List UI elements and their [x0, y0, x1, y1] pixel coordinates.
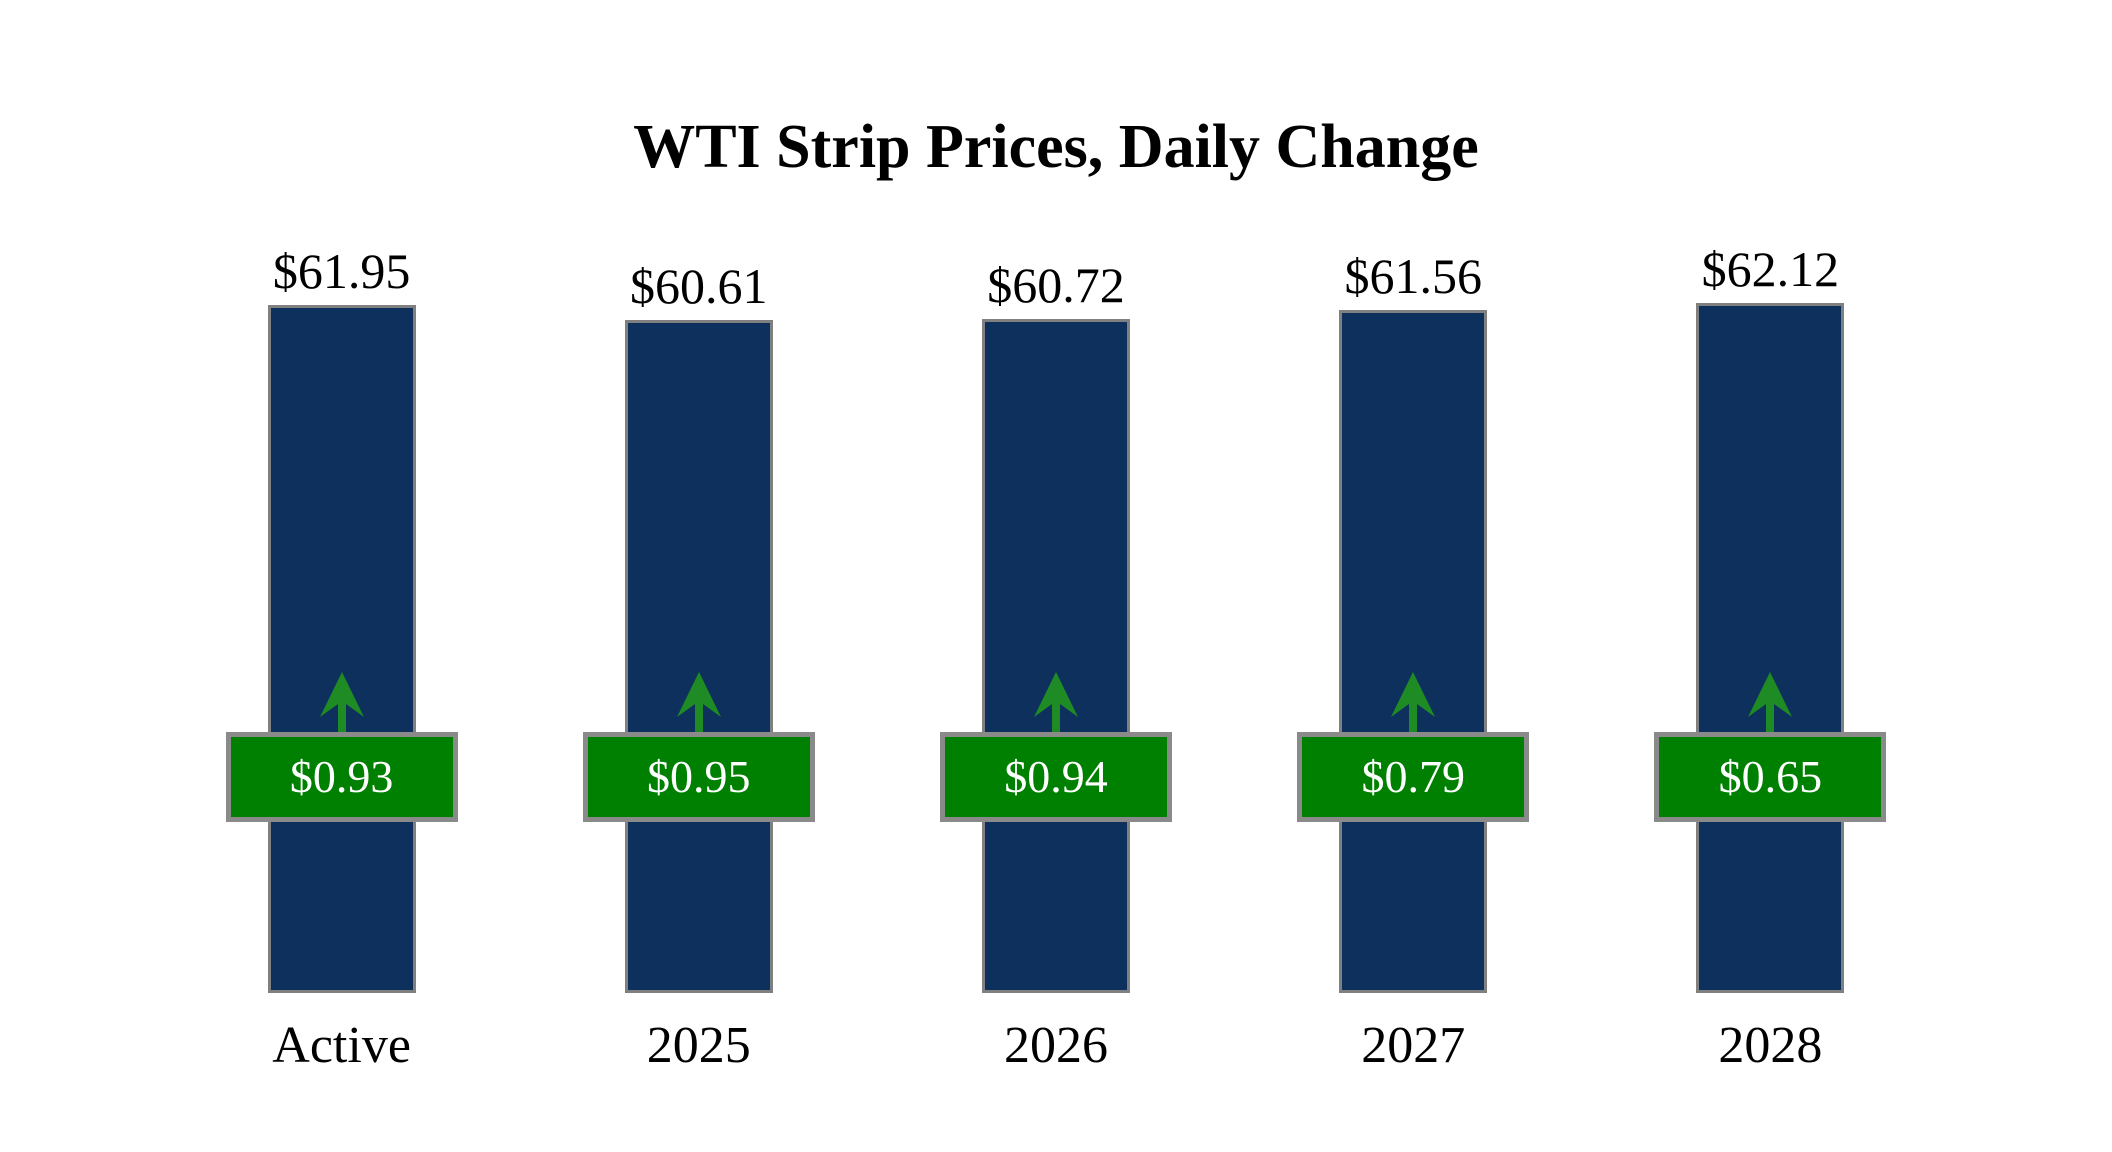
change-value: $0.95 — [647, 751, 751, 802]
price-label: $60.61 — [630, 258, 768, 314]
change-value: $0.93 — [289, 751, 394, 802]
price-bar — [982, 319, 1130, 993]
change-badge: $0.95 — [582, 732, 815, 822]
up-arrow-icon — [1748, 672, 1793, 732]
bar-group-2028: $62.12 $0.65 2028 — [1592, 0, 1949, 1152]
bar-group-2027: $61.56 $0.79 2027 — [1235, 0, 1592, 1152]
bar-group-2026: $60.72 $0.94 2026 — [877, 0, 1234, 1152]
change-badge: $0.93 — [225, 732, 458, 822]
chart-title: WTI Strip Prices, Daily Change — [633, 113, 1479, 181]
bar-group-active: $61.95 $0.93 Active — [163, 0, 520, 1152]
price-bar — [1696, 303, 1845, 993]
price-bar — [624, 320, 773, 993]
price-label: $61.95 — [272, 243, 411, 299]
change-value: $0.94 — [1004, 751, 1108, 802]
price-label: $61.56 — [1344, 248, 1482, 304]
change-value: $0.65 — [1718, 751, 1823, 802]
category-label: 2028 — [1718, 1017, 1823, 1074]
category-label: 2027 — [1361, 1017, 1466, 1074]
change-badge: $0.65 — [1654, 732, 1887, 822]
change-value: $0.79 — [1361, 751, 1465, 802]
price-bar — [267, 305, 416, 993]
up-arrow-icon — [319, 672, 364, 732]
category-label: 2026 — [1004, 1017, 1108, 1074]
change-badge: $0.94 — [940, 732, 1172, 822]
up-arrow-icon — [1391, 672, 1436, 732]
up-arrow-icon — [676, 672, 721, 732]
change-badge: $0.79 — [1297, 732, 1530, 822]
price-label: $60.72 — [987, 257, 1125, 313]
price-bar — [1339, 310, 1488, 993]
price-label: $62.12 — [1701, 241, 1840, 297]
category-label: Active — [272, 1017, 411, 1074]
category-label: 2025 — [646, 1017, 751, 1074]
bar-group-2025: $60.61 $0.95 2025 — [520, 0, 877, 1152]
up-arrow-icon — [1034, 672, 1078, 732]
